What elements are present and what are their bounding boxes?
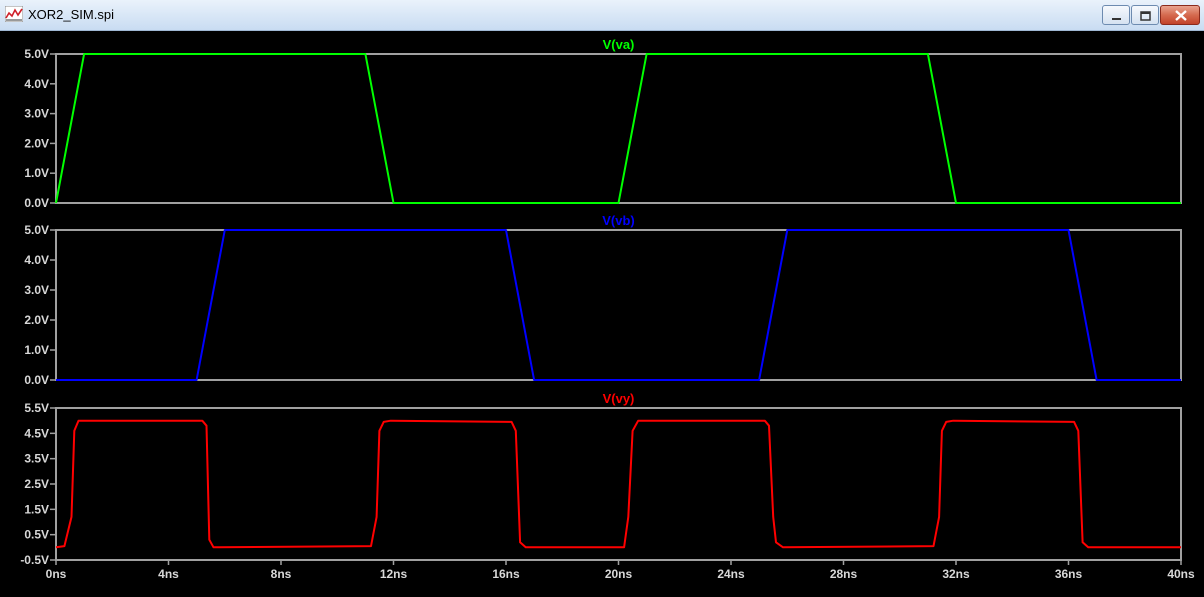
y-tick-label: 3.0V bbox=[24, 283, 49, 297]
y-tick-label: 2.5V bbox=[24, 477, 49, 491]
pane-frame-2 bbox=[55, 407, 1182, 561]
y-tick-label: 4.0V bbox=[24, 253, 49, 267]
y-tick-label: 2.0V bbox=[24, 136, 49, 150]
x-tick-label: 40ns bbox=[1167, 567, 1195, 581]
pane-title: V(vb) bbox=[602, 213, 635, 228]
close-icon bbox=[1175, 10, 1187, 21]
maximize-button[interactable] bbox=[1131, 5, 1159, 25]
y-tick-label: 0.0V bbox=[24, 373, 49, 387]
pane-title: V(vy) bbox=[603, 391, 635, 406]
y-tick-label: 0.0V bbox=[24, 196, 49, 210]
x-tick-label: 20ns bbox=[605, 567, 633, 581]
window-title: XOR2_SIM.spi bbox=[28, 7, 114, 22]
close-button[interactable] bbox=[1160, 5, 1200, 25]
x-tick-label: 32ns bbox=[942, 567, 970, 581]
y-tick-label: 3.5V bbox=[24, 452, 49, 466]
x-tick-label: 36ns bbox=[1055, 567, 1083, 581]
minimize-button[interactable] bbox=[1102, 5, 1130, 25]
x-tick-label: 16ns bbox=[492, 567, 520, 581]
x-tick-label: 24ns bbox=[717, 567, 745, 581]
y-tick-label: 1.0V bbox=[24, 343, 49, 357]
trace-vva bbox=[55, 53, 1181, 204]
trace-vvy bbox=[55, 419, 1181, 549]
pane-frame-1 bbox=[55, 229, 1182, 381]
x-tick-label: 8ns bbox=[271, 567, 292, 581]
pane-title: V(va) bbox=[603, 37, 635, 52]
restore-icon bbox=[1140, 11, 1151, 21]
x-tick-label: 28ns bbox=[830, 567, 858, 581]
title-bar[interactable]: XOR2_SIM.spi bbox=[0, 0, 1204, 31]
y-tick-label: -0.5V bbox=[20, 553, 49, 567]
waveform-app-icon bbox=[5, 6, 23, 22]
y-tick-label: 1.5V bbox=[24, 502, 49, 516]
waveform-plot[interactable]: 0.0V 1.0V 2.0V 3.0V 4.0V 5.0V V(va) 0.0V 1.0V 2.0… bbox=[0, 30, 1204, 597]
x-tick-label: 12ns bbox=[380, 567, 408, 581]
y-tick-label: 5.0V bbox=[24, 47, 49, 61]
y-tick-label: 4.5V bbox=[24, 426, 49, 440]
y-tick-label: 4.0V bbox=[24, 77, 49, 91]
y-tick-label: 2.0V bbox=[24, 313, 49, 327]
x-tick-label: 0ns bbox=[46, 567, 67, 581]
minimize-icon bbox=[1112, 18, 1121, 20]
pane-frame-0 bbox=[55, 53, 1182, 204]
trace-vvb bbox=[56, 229, 1181, 381]
y-tick-label: 5.5V bbox=[24, 401, 49, 415]
y-tick-label: 3.0V bbox=[24, 107, 49, 121]
x-tick-label: 4ns bbox=[158, 567, 179, 581]
y-tick-label: 1.0V bbox=[24, 166, 49, 180]
y-tick-label: 5.0V bbox=[24, 223, 49, 237]
y-tick-label: 0.5V bbox=[24, 528, 49, 542]
